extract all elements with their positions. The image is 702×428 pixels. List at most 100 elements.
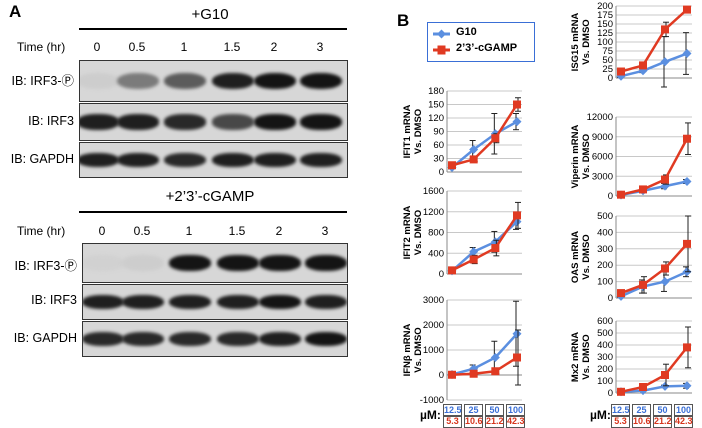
y-tick-label: 0 <box>439 269 444 280</box>
g10-time-point: 1.5 <box>223 40 241 54</box>
data-point-cgamp <box>513 211 521 220</box>
cgamp-blot-label-gapdh: IB: GAPDH <box>13 331 77 345</box>
legend-g10-label: G10 <box>456 26 477 38</box>
series-line-g10 <box>620 52 688 78</box>
cgamp-band <box>122 331 164 347</box>
data-point-cgamp <box>448 161 456 170</box>
data-point-cgamp <box>513 100 521 109</box>
data-point-cgamp <box>617 387 625 396</box>
g10-band <box>117 114 159 130</box>
data-point-g10 <box>660 57 670 67</box>
cgamp-blot-gapdh <box>82 321 348 357</box>
y-tick-label: 100 <box>597 376 613 387</box>
y-tick-label: 100 <box>597 37 613 48</box>
y-tick-label: 125 <box>597 28 613 39</box>
cgamp-time-point: 2 <box>275 224 283 238</box>
data-point-g10 <box>512 329 522 339</box>
data-point-g10 <box>469 247 479 257</box>
cgamp-band <box>259 294 301 310</box>
y-axis-label: IFNβ mRNAVs. DMSO <box>402 323 424 376</box>
g10-blot-irf3p <box>79 60 348 102</box>
data-point-cgamp <box>491 367 500 376</box>
panel-a-letter: A <box>9 2 22 21</box>
y-tick-label: 200 <box>597 364 613 375</box>
y-tick-label: 9000 <box>592 132 613 143</box>
cgamp-band <box>122 255 164 271</box>
y-tick-label: 400 <box>428 248 444 259</box>
y-tick-label: 500 <box>597 211 613 222</box>
dose-cgamp-right: 42.3 <box>674 415 693 428</box>
y-tick-label: 0 <box>608 293 613 304</box>
dose-g10-right: 100 <box>674 404 693 417</box>
cgamp-band <box>305 255 347 271</box>
y-axis-label: IFIT1 mRNAVs. DMSO <box>402 104 424 158</box>
cgamp-time-label: Time (hr) <box>17 224 66 238</box>
y-tick-label: 0 <box>608 388 613 399</box>
cgamp-band <box>169 331 211 347</box>
data-point-g10 <box>682 177 692 187</box>
g10-band <box>80 152 119 168</box>
data-point-cgamp <box>617 289 625 298</box>
cgamp-time-point: 1.5 <box>228 224 246 238</box>
g10-time-point: 3 <box>316 40 324 54</box>
y-tick-label: 3000 <box>423 295 444 306</box>
g10-condition-label: +G10 <box>191 6 229 23</box>
y-axis-label: IFIT2 mRNAVs. DMSO <box>402 205 424 259</box>
series-line-cgamp <box>620 8 688 73</box>
g10-time-point: 2 <box>270 40 278 54</box>
y-tick-label: 50 <box>602 55 613 66</box>
y-tick-label: 200 <box>597 1 613 12</box>
legend-swatches <box>433 29 450 55</box>
g10-band <box>300 72 342 90</box>
y-tick-label: 25 <box>602 64 613 75</box>
series-line-g10 <box>451 120 518 169</box>
g10-band <box>117 152 159 168</box>
data-point-cgamp <box>661 175 669 184</box>
y-tick-label: 180 <box>428 86 444 97</box>
y-tick-label: 0 <box>439 370 444 381</box>
cgamp-time-point: 3 <box>321 224 329 238</box>
dose-g10-right: 25 <box>632 404 651 417</box>
y-tick-label: 0 <box>608 191 613 202</box>
y-tick-label: 60 <box>433 140 444 151</box>
cgamp-band <box>83 255 124 271</box>
y-tick-label: 75 <box>602 46 613 57</box>
data-point-cgamp <box>661 264 669 273</box>
panel-b-letter: B <box>397 11 410 30</box>
legend-cgamp-marker <box>437 45 446 55</box>
data-point-cgamp <box>491 134 500 143</box>
y-tick-label: 6000 <box>592 152 613 163</box>
dose-g10-right: 12.5 <box>611 404 630 417</box>
y-tick-label: 30 <box>433 154 444 165</box>
g10-time-point: 0 <box>93 40 101 54</box>
dose-cgamp-left: 21.2 <box>485 415 504 428</box>
data-point-cgamp <box>639 185 647 194</box>
g10-band <box>80 72 119 90</box>
g10-band <box>164 72 206 90</box>
dose-g10-left: 100 <box>506 404 525 417</box>
cgamp-blot-irf3 <box>82 284 348 320</box>
dose-cgamp-right: 21.2 <box>653 415 672 428</box>
g10-blot-label-irf3p: IB: IRF3-Ⓟ <box>11 74 74 88</box>
g10-blot-gapdh <box>79 142 348 178</box>
cgamp-band <box>305 331 347 347</box>
data-point-g10 <box>682 381 692 391</box>
data-point-cgamp <box>683 134 691 143</box>
dose-g10-left: 25 <box>464 404 483 417</box>
data-point-cgamp <box>683 5 691 14</box>
g10-blot-irf3 <box>79 103 348 141</box>
y-axis-label: ISG15 mRNAVs. DMSO <box>570 13 592 72</box>
series-line-cgamp <box>620 346 688 394</box>
y-tick-label: 150 <box>428 100 444 111</box>
g10-band <box>164 114 206 130</box>
y-tick-label: 100 <box>597 277 613 288</box>
cgamp-time-point: 0.5 <box>133 224 151 238</box>
data-point-g10 <box>512 117 522 127</box>
g10-time-point: 0.5 <box>128 40 146 54</box>
g10-band <box>117 72 159 90</box>
g10-band <box>212 72 254 90</box>
data-point-cgamp <box>513 353 521 362</box>
y-tick-label: 300 <box>597 244 613 255</box>
cgamp-band <box>83 294 124 310</box>
y-tick-label: 175 <box>597 10 613 21</box>
